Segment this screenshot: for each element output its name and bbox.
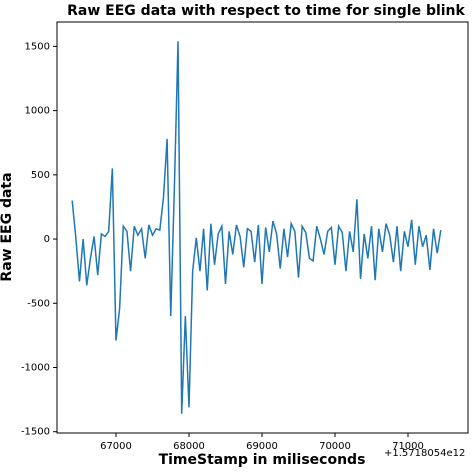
x-tick-label: 68000: [173, 441, 205, 452]
x-offset-text: +1.5718054e12: [384, 448, 465, 459]
y-axis-label: Raw EEG data: [0, 172, 15, 281]
y-tick-label: 1000: [25, 106, 50, 117]
data-line: [71, 41, 442, 414]
chart-title: Raw EEG data with respect to time for si…: [67, 3, 465, 19]
plot-frame: [56, 21, 469, 434]
x-tick-label: 70000: [319, 441, 351, 452]
x-axis-label: TimeStamp in miliseconds: [159, 452, 366, 468]
x-tick-label: 71000: [392, 441, 424, 452]
x-tick-label: 69000: [246, 441, 278, 452]
y-tick-label: 0: [44, 234, 50, 245]
y-tick-label: -1500: [21, 427, 50, 438]
y-tick-label: -500: [27, 298, 50, 309]
x-tick-label: 67000: [100, 441, 132, 452]
y-tick-label: -1000: [21, 362, 50, 373]
y-tick-label: 1500: [25, 41, 50, 52]
y-tick-label: 500: [31, 170, 50, 181]
